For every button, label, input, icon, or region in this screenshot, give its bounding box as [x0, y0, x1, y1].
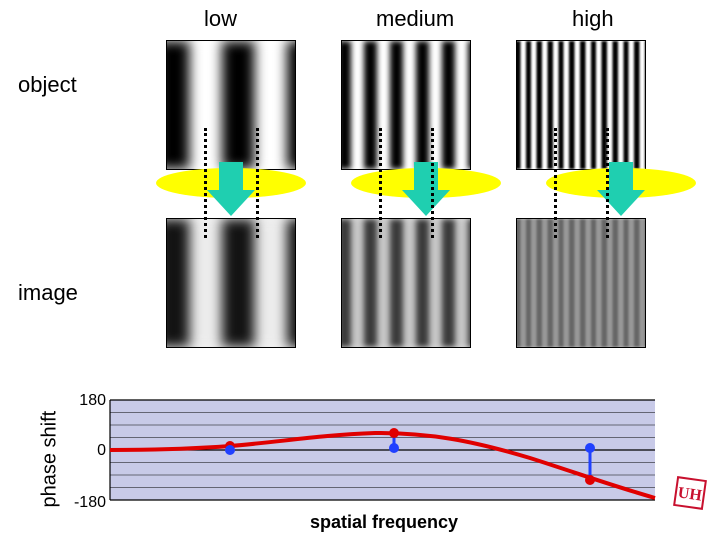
grating-low-image	[166, 218, 296, 348]
uh-logo: UH	[672, 475, 708, 516]
down-arrow-icon	[591, 162, 651, 222]
dotted-guide	[256, 128, 259, 238]
label-image: image	[18, 280, 78, 306]
label-medium: medium	[376, 6, 454, 32]
xlabel-spatial-frequency: spatial frequency	[310, 512, 458, 533]
object-row	[166, 40, 646, 170]
image-row	[166, 218, 646, 348]
dotted-guide	[606, 128, 609, 238]
dotted-guide	[379, 128, 382, 238]
phase-chart-svg	[110, 400, 655, 508]
logo-text: UH	[677, 484, 704, 504]
ytick-180: 180	[70, 392, 106, 410]
label-low: low	[204, 6, 237, 32]
ylabel-phase-shift: phase shift	[39, 388, 62, 508]
down-arrow-icon	[201, 162, 261, 222]
grating-medium-image	[341, 218, 471, 348]
dotted-guide	[554, 128, 557, 238]
grating-high-image	[516, 218, 646, 348]
dotted-guide	[431, 128, 434, 238]
label-object: object	[18, 72, 77, 98]
grating-high-object	[516, 40, 646, 170]
ytick-0: 0	[70, 442, 106, 460]
down-arrow-icon	[396, 162, 456, 222]
dotted-guide	[204, 128, 207, 238]
phase-chart	[110, 400, 655, 500]
ytick-m180: -180	[70, 494, 106, 512]
grating-low-object	[166, 40, 296, 170]
grating-medium-object	[341, 40, 471, 170]
label-high: high	[572, 6, 614, 32]
